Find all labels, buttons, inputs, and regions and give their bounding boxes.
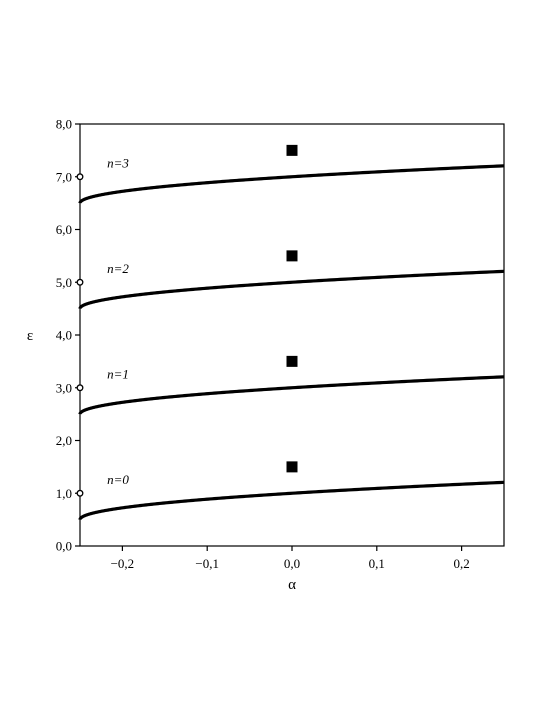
series-label: n=1 (107, 366, 129, 381)
square-marker (286, 355, 298, 367)
series-line-n=2 (78, 269, 505, 311)
markers (76, 144, 298, 497)
y-tick-label: 4,0 (56, 328, 72, 343)
y-tick-label: 5,0 (56, 275, 72, 290)
x-tick-label: −0,2 (111, 556, 135, 571)
y-tick-label: 8,0 (56, 117, 72, 132)
y-tick-label: 0,0 (56, 539, 72, 554)
y-ticks: 0,0 1,0 2,0 3,0 4,0 5,0 6,0 7,0 8,0 (56, 117, 80, 554)
x-axis-label: α (288, 577, 296, 593)
x-tick-label: 0,2 (453, 556, 469, 571)
curve-labels: n=0 n=1 n=2 n=3 (107, 155, 129, 487)
square-marker (286, 461, 298, 473)
open-circle-marker (76, 489, 84, 497)
series-line-n=1 (78, 375, 505, 416)
x-tick-label: −0,1 (195, 556, 219, 571)
square-marker (286, 144, 298, 156)
y-tick-label: 3,0 (56, 380, 72, 395)
x-ticks: −0,2 −0,1 0,0 0,1 0,2 (111, 546, 470, 571)
curves (78, 164, 505, 522)
y-tick-label: 2,0 (56, 433, 72, 448)
series-label: n=3 (107, 155, 129, 170)
y-axis-label: ε (27, 328, 33, 344)
series-line-n=0 (78, 480, 505, 522)
y-tick-label: 7,0 (56, 169, 72, 184)
y-tick-label: 6,0 (56, 222, 72, 237)
series-label: n=2 (107, 261, 129, 276)
series-label: n=0 (107, 472, 129, 487)
series-line-n=3 (78, 164, 505, 205)
x-tick-label: 0,0 (284, 556, 300, 571)
open-circle-marker (76, 384, 84, 392)
x-tick-label: 0,1 (369, 556, 385, 571)
y-tick-label: 1,0 (56, 486, 72, 501)
open-circle-marker (76, 278, 84, 286)
square-marker (286, 250, 298, 262)
open-circle-marker (76, 173, 84, 181)
